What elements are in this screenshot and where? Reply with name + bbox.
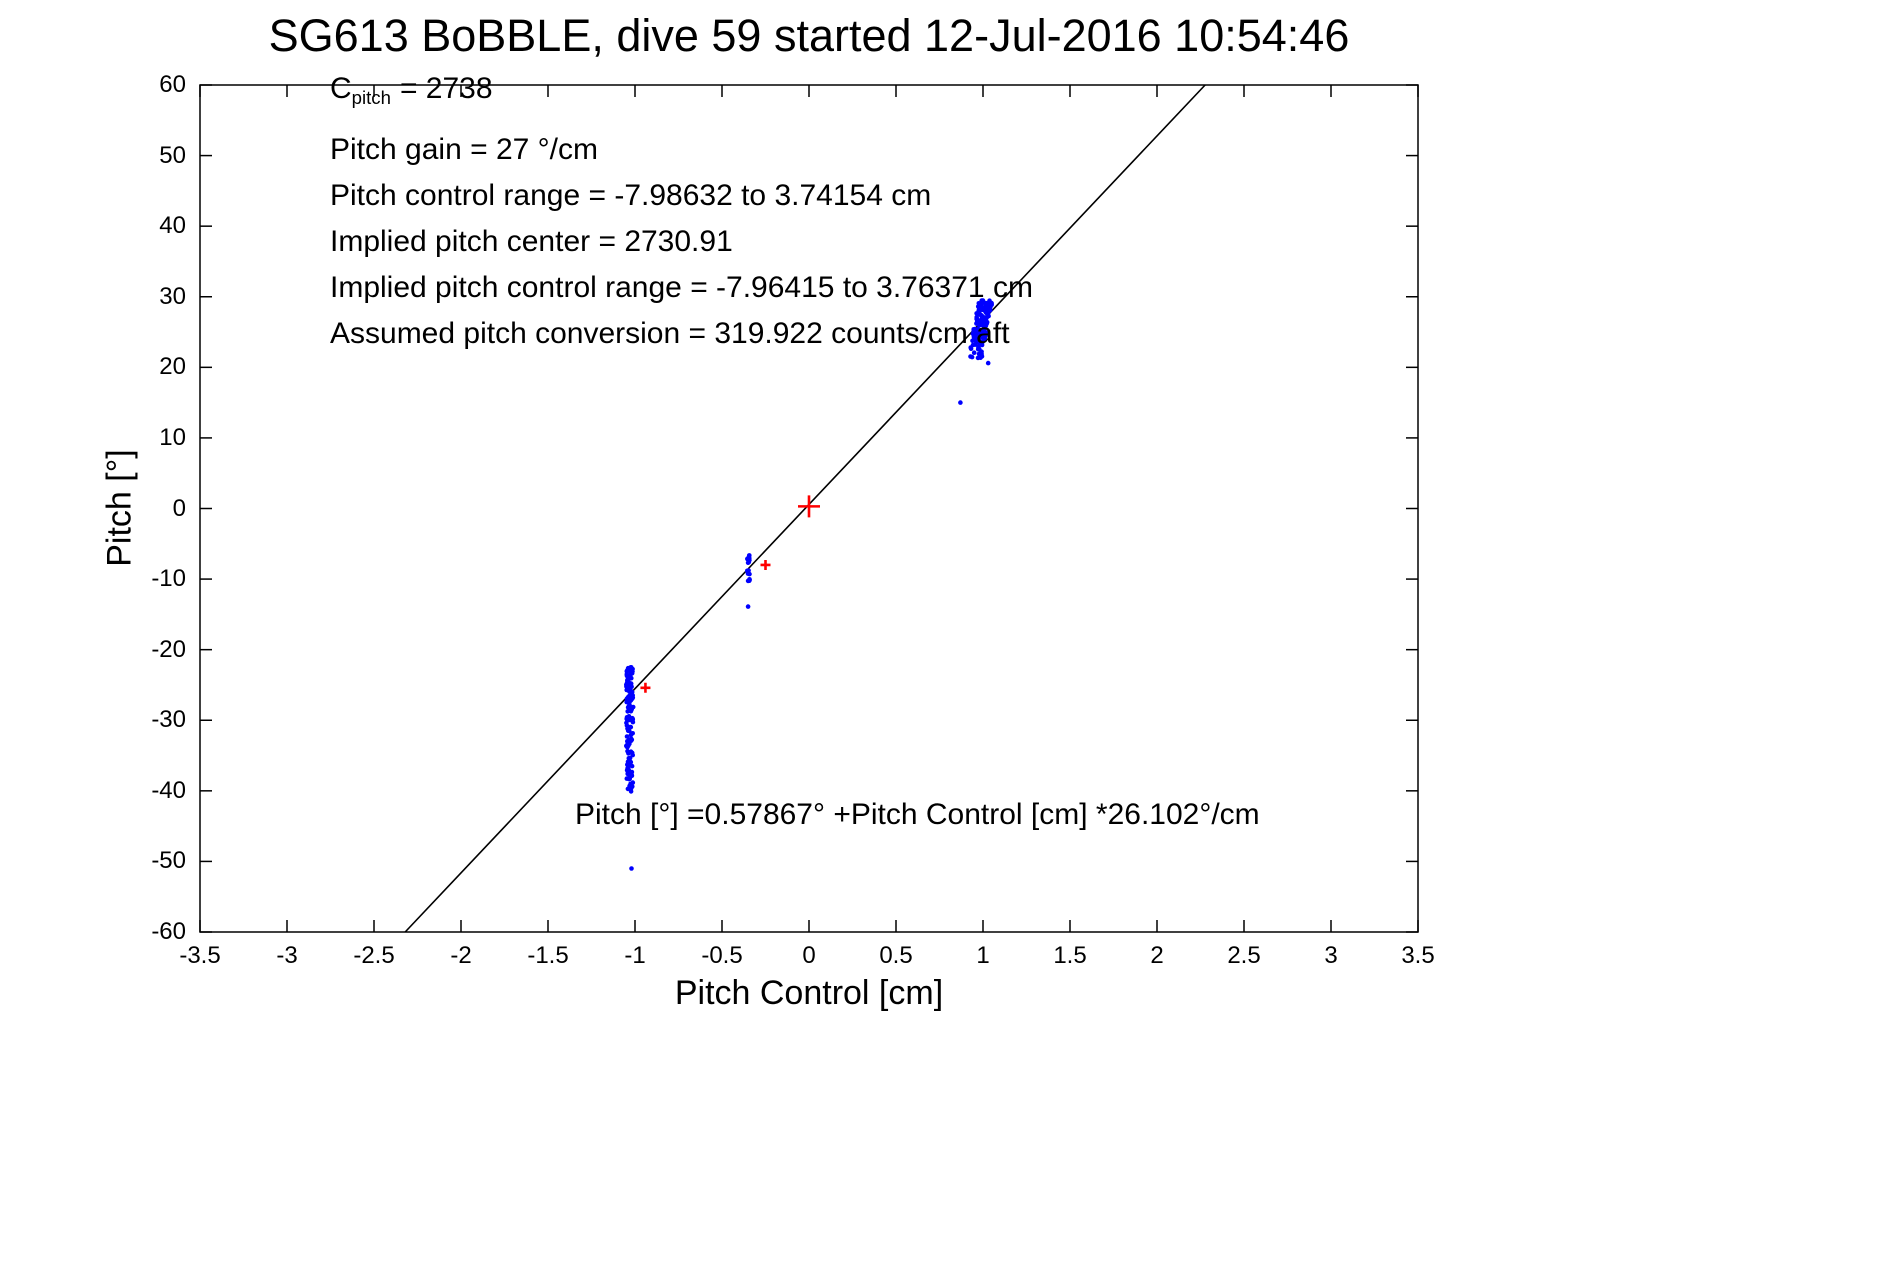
x-tick-label: -3.5 [179,942,221,969]
x-tick-label: 3 [1324,942,1338,969]
fit-equation: Pitch [°] =0.57867° +Pitch Control [cm] … [575,798,1260,831]
x-tick-label: -2.5 [353,942,395,969]
annotation-assumed-pitch-conversion: Assumed pitch conversion = 319.922 count… [330,317,1010,350]
series-fit-reference-points [640,495,820,693]
x-tick-label: 2 [1150,942,1164,969]
x-tick-label: -0.5 [701,942,743,969]
y-tick-label: -60 [151,918,186,945]
y-tick-label: 30 [159,282,186,310]
annotation-pitch-control-range: Pitch control range = -7.98632 to 3.7415… [330,179,932,212]
x-tick-label: 1 [976,942,990,969]
x-tick-label: 0 [802,942,816,969]
x-tick-label: -1 [624,942,646,969]
annotation-c-value: = 2738 [399,72,493,105]
annotation-c-pitch: Cpitch = 2738 [330,66,1033,115]
series-dive-samples [624,298,994,871]
axis-ticks [199,84,1419,933]
x-tick-label: 2.5 [1227,942,1261,969]
x-tick-label: -1.5 [527,942,569,969]
annotation-pitch-gain: Pitch gain = 27 °/cm [330,133,598,166]
x-tick-label: -3 [276,942,298,969]
y-tick-label: 10 [159,423,186,451]
x-tick-label: 1.5 [1053,942,1087,969]
annotation-block: Cpitch = 2738 Pitch gain = 27 °/cm Pitch … [330,66,1033,357]
plot-box [199,84,1419,933]
annotation-implied-pitch-center: Implied pitch center = 2730.91 [330,225,733,258]
y-tick-label: -30 [151,706,186,734]
y-tick-label: -50 [151,847,186,875]
y-tick-label: 60 [159,71,186,98]
annotation-c-prefix: C [330,72,352,105]
x-tick-label: 0.5 [879,942,913,969]
annotation-c-subscript: pitch [351,87,391,109]
y-axis-label: Pitch [°] [100,449,139,567]
y-tick-label: -20 [151,635,186,663]
y-tick-label: 40 [159,212,186,240]
x-axis-label: Pitch Control [cm] [674,974,944,1012]
y-tick-label: -10 [151,565,186,593]
x-tick-label: 3.5 [1401,942,1435,969]
y-tick-label: -40 [151,776,186,804]
y-tick-label: 50 [159,141,186,169]
x-tick-label: -2 [450,942,472,969]
annotation-implied-pitch-control-range: Implied pitch control range = -7.96415 t… [330,271,1033,304]
fit-line [404,84,1206,933]
y-tick-label: 0 [172,494,186,522]
chart-title: SG613 BoBBLE, dive 59 started 12-Jul-201… [268,10,1350,61]
y-tick-label: 20 [159,353,186,381]
